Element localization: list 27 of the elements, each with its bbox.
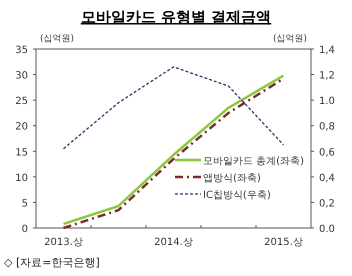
y2-tick-label: 1,2: [319, 70, 335, 82]
y-tick-label: 10: [15, 172, 28, 184]
y-axis-title: (십억원): [40, 34, 74, 44]
y-tick-label: 25: [15, 96, 28, 108]
y2-tick-label: 1.0: [319, 96, 335, 108]
y-tick-label: 35: [15, 45, 28, 56]
text: ◇ [자료=한국은행]: [4, 256, 100, 269]
x-tick-label: 2014.상: [154, 237, 193, 248]
x-tick-label: 2013.상: [44, 237, 83, 248]
y2-tick-label: 0,6: [319, 147, 335, 158]
y-tick-label: 30: [15, 70, 28, 82]
y-tick-label: 5: [22, 198, 28, 210]
legend-label: 앱방식(좌축): [203, 173, 261, 184]
line-series: [62, 66, 284, 150]
y2-axis-title: (십억원): [272, 34, 307, 44]
y-tick-label: 0: [22, 224, 28, 235]
y2-tick-label: 0,4: [319, 172, 335, 184]
y-tick-label: 15: [15, 147, 28, 158]
y2-tick-label: 0,8: [319, 122, 335, 133]
x-tick-label: 2015.상: [264, 237, 303, 248]
legend-label: IC칩방식(우축): [203, 190, 271, 201]
y-tick-label: 20: [15, 122, 28, 133]
y2-tick-label: 0,2: [319, 198, 335, 210]
y2-tick-label: 0.0: [319, 224, 335, 235]
y2-tick-label: 1,4: [319, 45, 335, 56]
legend-label: 모바일카드 총계(좌축): [203, 156, 304, 167]
chart-title: 모바일카드 유형별 결제금액: [80, 8, 272, 26]
